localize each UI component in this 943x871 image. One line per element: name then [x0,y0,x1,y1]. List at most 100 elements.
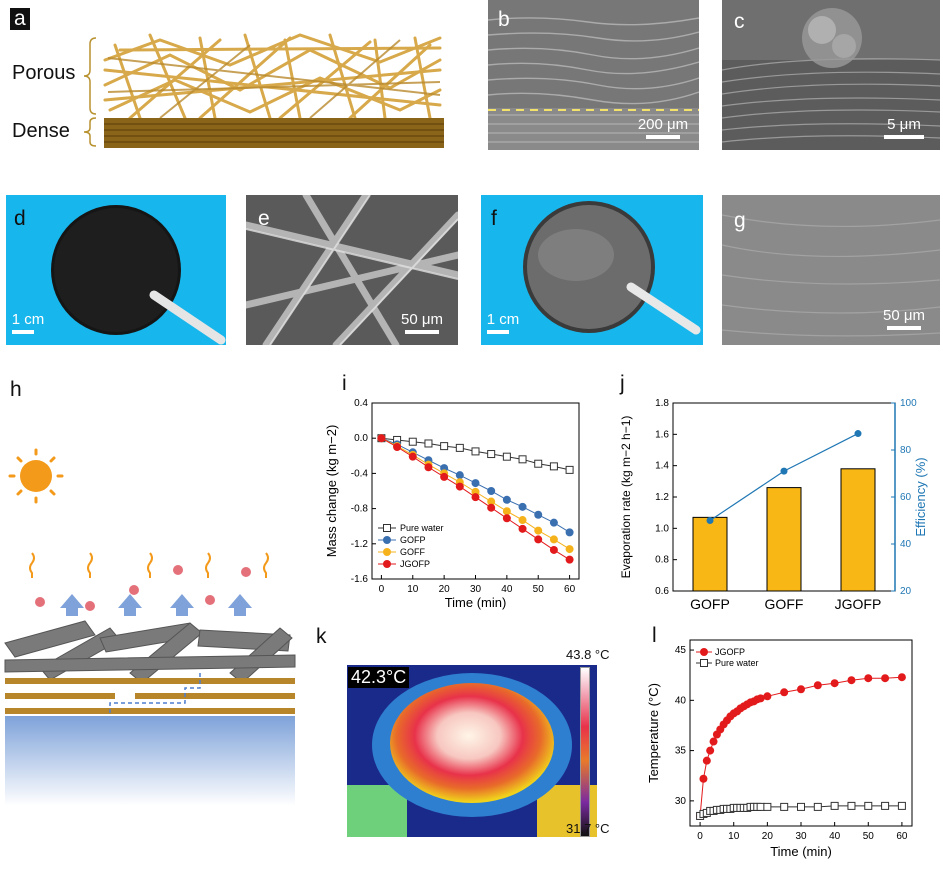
data-point [518,516,527,525]
scale-bar-g: 50 μm [874,307,934,330]
y-axis-label: Temperature (°C) [646,683,661,783]
data-point [897,673,906,682]
panel-i-chart: i 0 10 20 30 40 50 60 0.4 0.0 -0.4 -0.8 -1.2 -1.6 Tim… [322,370,592,620]
data-point [518,502,527,511]
data-point [699,774,708,783]
x-axis-label: Time (min) [445,595,507,610]
sem-texture [488,0,699,150]
data-point [864,801,873,810]
data-point [565,465,574,474]
data-point [487,487,496,495]
data-point [881,801,890,810]
data-point [534,510,543,519]
data-point [487,503,496,512]
legend-label: GOFF [400,547,425,557]
y-tick-label: 0.8 [655,555,669,566]
data-point [864,674,873,683]
sem-fiber-texture [246,195,458,345]
panel-label-i: i [342,372,347,395]
data-point [455,471,464,480]
data-point [763,802,772,811]
data-point [455,443,464,452]
efficiency-point [780,467,788,475]
data-point [518,455,527,464]
data-point [408,437,417,446]
data-point [780,802,789,811]
scale-bar-b: 200 μm [633,116,693,139]
data-point [518,524,527,533]
legend-marker [700,659,708,667]
data-point [797,685,805,694]
data-point [393,443,402,451]
bar [766,487,802,592]
panel-h-schematic: h [0,368,310,808]
y-axis-label: Evaporation rate (kg m−2 h−1) [619,416,633,579]
data-point [471,493,480,502]
panel-j-chart: j 0.6 0.8 1.0 1.2 1.4 1.6 1.8 20 40 60 80 100 GOFP GO… [608,370,943,620]
y-tick-label: 40 [675,695,687,706]
x-tick-label: 30 [470,584,482,595]
data-point [487,450,496,459]
bar [692,516,728,592]
data-point [502,452,511,461]
porous-label: Porous [12,62,76,84]
legend-marker [383,536,391,544]
data-point [702,756,711,765]
data-point [377,434,386,443]
temp-readout: 42.3°C [348,667,410,688]
data-point [830,801,839,810]
panel-label-c: c [734,10,745,33]
panel-label-e: e [258,207,270,230]
data-point [487,497,496,506]
x-tick-label: 0 [379,584,385,595]
data-point [549,545,558,554]
y-tick-label: -1.6 [351,574,369,585]
sun-icon [8,448,64,504]
y2-tick-label: 80 [900,445,912,456]
data-point [440,472,449,481]
y-tick-label: -0.8 [351,504,369,515]
x-tick-label: 40 [829,831,841,842]
panel-label-k: k [316,625,327,648]
x-tick-label: 40 [501,584,513,595]
legend-marker [383,548,391,556]
data-point [502,495,511,504]
legend-label: JGOFP [715,647,745,657]
panel-c-sem-image: c 5 μm [722,0,940,150]
panel-label-a: a [10,8,30,30]
data-point [897,801,906,810]
legend-marker [383,560,391,568]
scale-bar-c-label: 5 μm [887,116,921,133]
panel-label-g: g [734,209,746,232]
data-point [565,528,574,537]
x-tick-label: 60 [564,584,576,595]
legend-label: Pure water [400,523,444,533]
y2-axis-label: Efficiency (%) [913,457,928,536]
black-disk-sample [51,205,226,345]
scale-bar-b-label: 200 μm [637,116,689,133]
scale-bar-e-label: 50 μm [401,311,443,328]
data-point [471,479,480,488]
y-tick-label: 0.4 [354,398,368,409]
scale-bar-d-label: 1 cm [11,311,45,328]
x-axis-label: Time (min) [770,844,832,859]
y-tick-label: -1.2 [351,539,369,550]
x-tick-label: 60 [896,831,908,842]
panel-label-l: l [652,624,657,647]
y-tick-label: 45 [675,645,687,656]
x-tick-label: 20 [762,831,774,842]
data-point [565,555,574,564]
panel-e-sem-image: e 50 μm [246,195,458,345]
data-point [455,482,464,491]
data-point [502,514,511,523]
panel-label-b: b [498,8,510,31]
panel-label-h: h [10,378,22,401]
x-tick-label: 30 [795,831,807,842]
data-point [549,535,558,544]
y-tick-label: 30 [675,796,687,807]
data-point [847,801,856,810]
x-tick-label: 10 [407,584,419,595]
data-point [424,439,433,448]
scale-bar-c: 5 μm [874,116,934,139]
scale-bar-g-label: 50 μm [883,307,925,324]
